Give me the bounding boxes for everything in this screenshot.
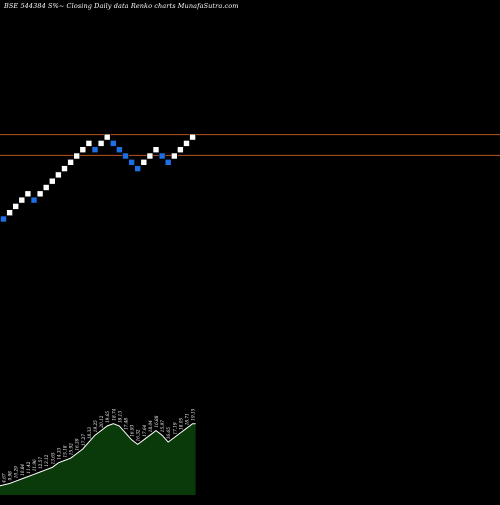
price-label-12: 15.92 xyxy=(69,443,74,455)
price-label-20: 18.13 xyxy=(117,411,122,423)
volume-area-fill xyxy=(0,423,196,495)
price-label-9: 13.65 xyxy=(50,452,55,464)
renko-brick-3-up xyxy=(12,203,19,210)
renko-brick-24-up xyxy=(140,159,148,166)
price-label-6: 11.96 xyxy=(32,459,37,471)
price-label-32: 19.15 xyxy=(191,408,196,420)
price-label-25: 18.04 xyxy=(148,420,153,432)
price-label-28: 16.65 xyxy=(166,427,171,439)
renko-brick-13-up xyxy=(73,152,80,160)
price-label-1: 4.67 xyxy=(2,473,7,484)
renko-brick-4-up xyxy=(18,196,26,204)
renko-brick-30-up xyxy=(177,146,184,153)
renko-brick-19-down xyxy=(110,140,117,147)
reference-lines xyxy=(0,134,500,156)
price-label-18: 19.65 xyxy=(105,411,110,423)
volume-area xyxy=(0,423,196,495)
renko-brick-29-up xyxy=(171,152,178,160)
renko-brick-21-down xyxy=(122,152,129,160)
renko-brick-18-up xyxy=(103,133,111,141)
price-label-15: 18.33 xyxy=(87,427,92,439)
price-label-3: 10.29 xyxy=(14,466,19,478)
renko-brick-12-up xyxy=(67,159,74,166)
renko-brick-17-up xyxy=(97,140,105,147)
price-label-19: 18.74 xyxy=(111,408,116,420)
price-label-2: 9.98 xyxy=(8,471,13,481)
price-label-26: 16.88 xyxy=(154,415,159,427)
renko-brick-8-up xyxy=(42,184,50,191)
price-label-11: 15.18 xyxy=(63,445,68,457)
chart-title: BSE 544384 S%~ Closing Daily data Renko … xyxy=(4,2,239,10)
renko-brick-25-up xyxy=(146,152,154,160)
renko-brick-7-up xyxy=(36,190,44,198)
price-label-23: 16.32 xyxy=(136,429,141,441)
renko-brick-10-up xyxy=(55,171,62,179)
renko-brick-5-up xyxy=(24,190,32,198)
price-label-29: 17.19 xyxy=(172,422,177,434)
renko-brick-26-up xyxy=(152,146,160,153)
price-label-21: 17.48 xyxy=(124,418,129,430)
price-label-8: 13.12 xyxy=(44,454,49,466)
renko-bricks xyxy=(0,133,196,223)
price-label-10: 14.33 xyxy=(56,447,61,459)
renko-brick-28-down xyxy=(164,159,172,166)
volume-area-edge xyxy=(0,423,196,487)
renko-brick-22-down xyxy=(128,159,135,166)
renko-brick-14-up xyxy=(79,146,87,153)
renko-brick-6-down xyxy=(30,196,38,204)
renko-brick-9-up xyxy=(48,177,56,185)
renko-brick-11-up xyxy=(61,165,68,172)
price-label-30: 18.05 xyxy=(178,418,183,430)
renko-brick-31-up xyxy=(183,140,190,147)
price-label-22: 16.93 xyxy=(130,424,135,436)
price-label-4: 10.84 xyxy=(20,464,25,476)
renko-brick-1-down xyxy=(0,215,7,223)
renko-brick-2-up xyxy=(6,209,13,216)
renko-brick-32-up xyxy=(189,133,196,141)
price-label-31: 18.71 xyxy=(185,413,190,425)
price-label-27: 15.97 xyxy=(160,420,165,432)
renko-brick-16-down xyxy=(91,146,99,153)
price-label-17: 20.12 xyxy=(99,415,104,428)
price-labels: 4.67 9.98 10.29 10.84 11.42 11.96 12.57 13.12 13… xyxy=(2,408,196,483)
renko-brick-23-down xyxy=(134,165,141,172)
price-label-5: 11.42 xyxy=(26,461,31,473)
renko-brick-27-down xyxy=(158,152,166,160)
price-label-13: 16.39 xyxy=(75,438,80,450)
renko-brick-20-down xyxy=(116,146,123,153)
price-label-14: 17.27 xyxy=(81,434,86,446)
price-label-16: 19.25 xyxy=(93,420,98,432)
renko-brick-15-up xyxy=(85,140,93,147)
price-label-24: 17.64 xyxy=(142,424,147,436)
price-label-7: 12.57 xyxy=(38,457,43,469)
